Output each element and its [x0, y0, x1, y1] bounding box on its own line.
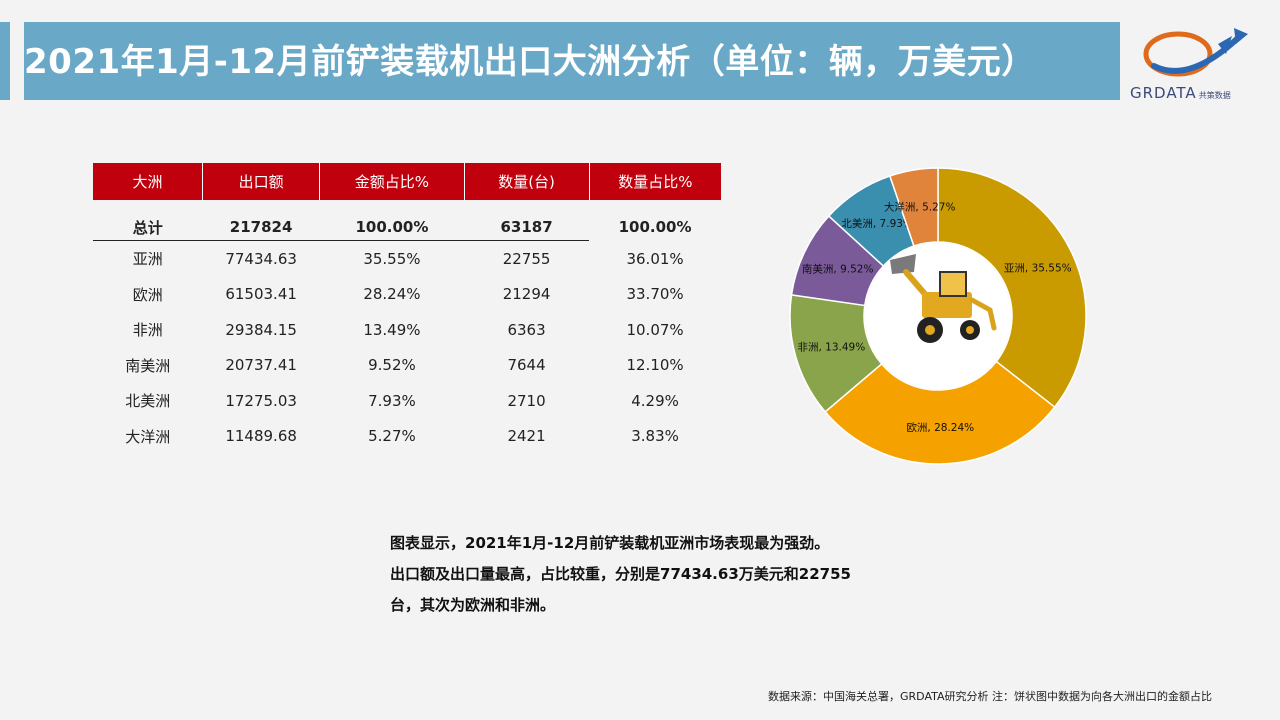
- header-cell: 金额占比%: [319, 163, 465, 200]
- title-bar: [24, 22, 1120, 100]
- table-cell: 10.07%: [626, 320, 684, 339]
- table-cell: 南美洲: [125, 356, 171, 375]
- logo-text: GRDATA 共策数据: [1130, 84, 1231, 102]
- donut-slice-label: 亚洲, 35.55%: [1004, 262, 1072, 274]
- table-cell: 63187: [464, 214, 590, 241]
- donut-slice-label: 欧洲, 28.24%: [906, 422, 974, 434]
- table-cell: 5.27%: [368, 427, 416, 446]
- table-cell: 17275.03: [225, 391, 297, 410]
- table-cell: 61503.41: [225, 285, 297, 304]
- table-row: 欧洲 61503.41 28.24% 21294 33.70%: [93, 277, 721, 313]
- table-cell: 20737.41: [225, 356, 297, 375]
- table-cell: 100.00%: [319, 214, 464, 241]
- left-accent-bar: [0, 22, 10, 100]
- table-cell: 2421: [507, 427, 546, 446]
- table-cell: 22755: [502, 249, 551, 268]
- loader-illustration-icon: [890, 254, 997, 343]
- donut-slice: [937, 167, 1087, 409]
- header-cell: 数量占比%: [589, 163, 721, 200]
- donut-slice: [824, 360, 1056, 465]
- table-total-row: 总计 217824 100.00% 63187 100.00%: [93, 214, 721, 241]
- table-cell: 4.29%: [631, 391, 679, 410]
- table-cell: 35.55%: [363, 249, 421, 268]
- table-cell: 6363: [507, 320, 546, 339]
- table-cell: 33.70%: [626, 285, 684, 304]
- header-cell: 数量(台): [464, 163, 590, 200]
- table-cell: 28.24%: [363, 285, 421, 304]
- table-cell: 亚洲: [132, 250, 163, 269]
- grdata-logo-icon: [1143, 28, 1248, 77]
- table-cell: 21294: [502, 285, 551, 304]
- table-row: 南美洲 20737.41 9.52% 7644 12.10%: [93, 348, 721, 384]
- table-cell: 77434.63: [225, 249, 297, 268]
- table-cell: 7.93%: [368, 391, 416, 410]
- table-cell: 29384.15: [225, 320, 297, 339]
- table-row: 北美洲 17275.03 7.93% 2710 4.29%: [93, 383, 721, 419]
- table-cell: 11489.68: [225, 427, 297, 446]
- table-row: 非洲 29384.15 13.49% 6363 10.07%: [93, 312, 721, 348]
- donut-slice-label: 大洋洲, 5.27%: [884, 201, 956, 214]
- header-cell: 出口额: [202, 163, 321, 200]
- table-cell: 13.49%: [363, 320, 421, 339]
- table-cell: 9.52%: [368, 356, 416, 375]
- page-title: 2021年1月-12月前铲装载机出口大洲分析（单位：辆，万美元）: [24, 42, 1036, 82]
- table-cell: 3.83%: [631, 427, 679, 446]
- source-footnote: 数据来源：中国海关总署，GRDATA研究分析 注：饼状图中数据为向各大洲出口的金…: [768, 690, 1212, 703]
- table-cell: 217824: [202, 214, 320, 241]
- summary-line: 出口额及出口量最高，占比较重，分别是77434.63万美元和22755: [390, 565, 851, 583]
- table-cell: 12.10%: [626, 356, 684, 375]
- header-cell: 大洲: [93, 163, 203, 200]
- table-cell: 100.00%: [618, 218, 692, 237]
- summary-line: 图表显示，2021年1月-12月前铲装载机亚洲市场表现最为强劲。: [390, 534, 830, 552]
- data-table: 大洲 出口额 金额占比% 数量(台) 数量占比% 总计 217824 100.0…: [93, 163, 721, 454]
- donut-slice-label: 北美洲, 7.93%: [841, 217, 913, 230]
- summary-text: 图表显示，2021年1月-12月前铲装载机亚洲市场表现最为强劲。 出口额及出口量…: [390, 528, 910, 621]
- table-cell: 北美洲: [125, 392, 171, 411]
- donut-chart: 亚洲, 35.55% 欧洲, 28.24% 非洲, 13.49% 南美洲, 9.52%…: [789, 167, 1087, 465]
- table-header-row: 大洲 出口额 金额占比% 数量(台) 数量占比%: [93, 163, 721, 200]
- table-row: 大洋洲 11489.68 5.27% 2421 3.83%: [93, 419, 721, 455]
- table-cell: 非洲: [132, 321, 163, 340]
- table-cell: 总计: [93, 214, 203, 241]
- table-cell: 欧洲: [132, 285, 163, 304]
- donut-slice-label: 南美洲, 9.52%: [802, 262, 874, 275]
- donut-slice: [888, 167, 939, 247]
- table-cell: 2710: [507, 391, 546, 410]
- table-cell: 36.01%: [626, 249, 684, 268]
- donut-slice-label: 非洲, 13.49%: [797, 342, 865, 354]
- summary-line: 台，其次为欧洲和非洲。: [390, 596, 556, 614]
- table-cell: 7644: [507, 356, 546, 375]
- table-cell: 大洋洲: [125, 427, 171, 446]
- table-row: 亚洲 77434.63 35.55% 22755 36.01%: [93, 241, 721, 277]
